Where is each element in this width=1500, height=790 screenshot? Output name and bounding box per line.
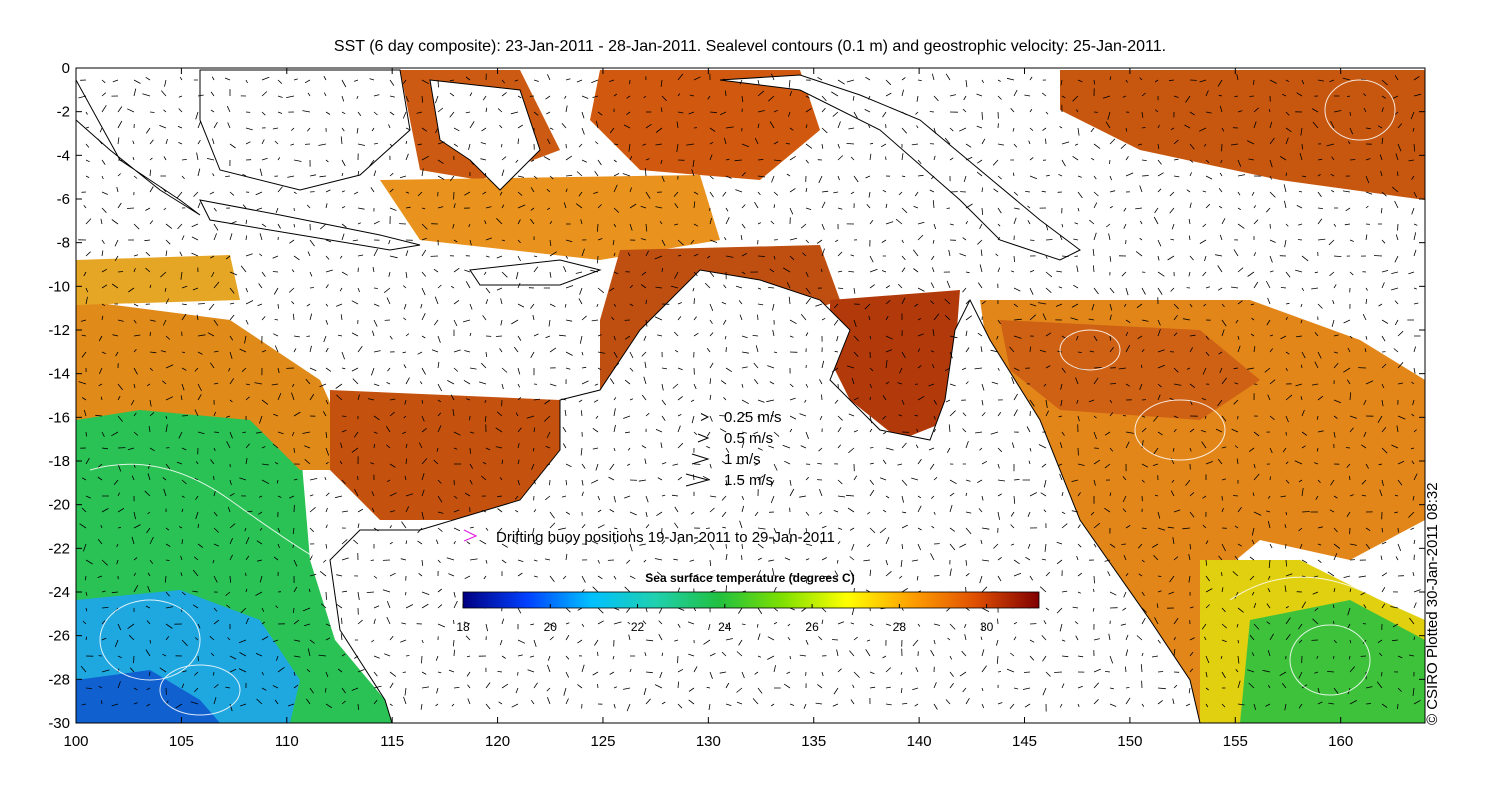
x-tick-label: 145 [1012, 733, 1037, 750]
buoy-legend: Drifting buoy positions 19-Jan-2011 to 2… [463, 529, 835, 546]
colorbar-tick-label: 20 [544, 620, 558, 634]
colorbar-tick-label: 30 [980, 620, 994, 634]
colorbar-tick-label: 18 [456, 620, 470, 634]
velocity-scale-arrow-icon [697, 433, 710, 443]
sst-region-southwest-warm [76, 300, 360, 470]
sst-region-southwest-coldest [76, 670, 220, 723]
colorbar-ticks: 18 20 22 24 26 28 30 [456, 604, 994, 634]
x-tick-label: 115 [380, 733, 404, 750]
x-tick-label: 120 [485, 733, 510, 750]
x-tick-label: 130 [696, 733, 721, 750]
colorbar-bar [462, 591, 1040, 609]
y-tick-label: -14 [48, 366, 70, 383]
x-axis: 100 105 110 115 120 125 130 135 140 145 150 155 160 [63, 68, 1353, 750]
colorbar-tick-label: 24 [718, 620, 732, 634]
land-sumatra [76, 79, 201, 216]
y-tick-label: -4 [57, 147, 70, 164]
colorbar-title: Sea surface temperature (degrees C) [645, 571, 854, 585]
velocity-arrows [78, 73, 1422, 712]
contour [1324, 79, 1396, 141]
plot-frame [75, 67, 1426, 724]
x-tick-label: 160 [1328, 733, 1353, 750]
sst-colorbar: Sea surface temperature (degrees C) 18 20… [456, 571, 1040, 634]
x-tick-label: 100 [63, 733, 88, 750]
contour [89, 463, 321, 561]
contour [1059, 329, 1121, 371]
land-new-guinea [719, 74, 1081, 261]
velocity-legend: 0.25 m/s 0.5 m/s 1 m/s 1.5 m/s [685, 409, 782, 489]
x-tick-label: 140 [907, 733, 932, 750]
y-tick-label: -26 [48, 628, 70, 645]
credit-label: © CSIRO Plotted 30-Jan-2011 08:32 [1424, 482, 1441, 725]
y-tick-label: -20 [48, 497, 70, 514]
colorbar-tick-label: 28 [893, 620, 907, 634]
velocity-scale-arrow-icon [685, 473, 710, 487]
velocity-field [78, 73, 1422, 712]
sst-field [76, 70, 1425, 723]
buoy-legend-label: Drifting buoy positions 19-Jan-2011 to 2… [496, 529, 835, 546]
y-axis: 0 -2 -4 -6 -8 -10 -12 -14 -16 -18 -20 -22 -24 -26 -28 -… [48, 60, 1425, 732]
sst-region-gulf-carpentaria [830, 290, 960, 440]
y-tick-label: -8 [57, 235, 70, 252]
y-tick-label: -6 [57, 191, 70, 208]
land-timor [469, 259, 602, 286]
x-tick-label: 125 [590, 733, 615, 750]
sst-region-nw-shelf [330, 390, 560, 520]
colorbar-tick-label: 22 [631, 620, 645, 634]
sealevel-contours [89, 79, 1425, 716]
land-masses [76, 69, 1201, 723]
x-tick-label: 110 [275, 733, 299, 750]
buoy-marker-icon [463, 529, 478, 542]
y-tick-label: -18 [48, 453, 70, 470]
contour [99, 599, 201, 681]
y-tick-label: -22 [48, 540, 70, 557]
contour [1229, 576, 1425, 604]
velocity-scale-label: 0.5 m/s [724, 430, 773, 447]
x-tick-label: 105 [169, 733, 194, 750]
contour [159, 664, 241, 716]
colorbar-tick-label: 26 [805, 620, 819, 634]
x-tick-label: 150 [1117, 733, 1142, 750]
sst-region-northwest-band [76, 255, 240, 305]
y-tick-label: -2 [57, 104, 70, 121]
contour [1134, 399, 1226, 461]
y-tick-label: -28 [48, 671, 70, 688]
land-australia [329, 269, 1201, 723]
x-tick-label: 155 [1223, 733, 1248, 750]
land-sulawesi [429, 79, 541, 191]
y-tick-label: -30 [48, 715, 70, 732]
land-borneo [199, 69, 411, 191]
map-title: SST (6 day composite): 23-Jan-2011 - 28-… [333, 38, 1167, 55]
y-tick-label: -16 [48, 409, 70, 426]
y-tick-label: 0 [62, 60, 70, 77]
velocity-scale-label: 0.25 m/s [724, 409, 782, 426]
y-tick-label: -24 [48, 584, 70, 601]
velocity-scale-arrow-icon [700, 413, 710, 421]
velocity-scale-label: 1.5 m/s [724, 472, 773, 489]
sst-region-java-sea [380, 175, 720, 260]
velocity-scale-arrow-icon [691, 453, 710, 465]
sst-region-banda [590, 70, 820, 180]
contour [1289, 624, 1371, 696]
velocity-scale-label: 1 m/s [724, 451, 761, 468]
sst-region-pacific-north [1060, 70, 1425, 200]
x-tick-label: 135 [801, 733, 826, 750]
y-tick-label: -10 [48, 278, 70, 295]
y-tick-label: -12 [48, 322, 70, 339]
sst-region-tasman-green [1240, 600, 1425, 723]
sst-region-coral-sea-hot [1000, 320, 1260, 420]
